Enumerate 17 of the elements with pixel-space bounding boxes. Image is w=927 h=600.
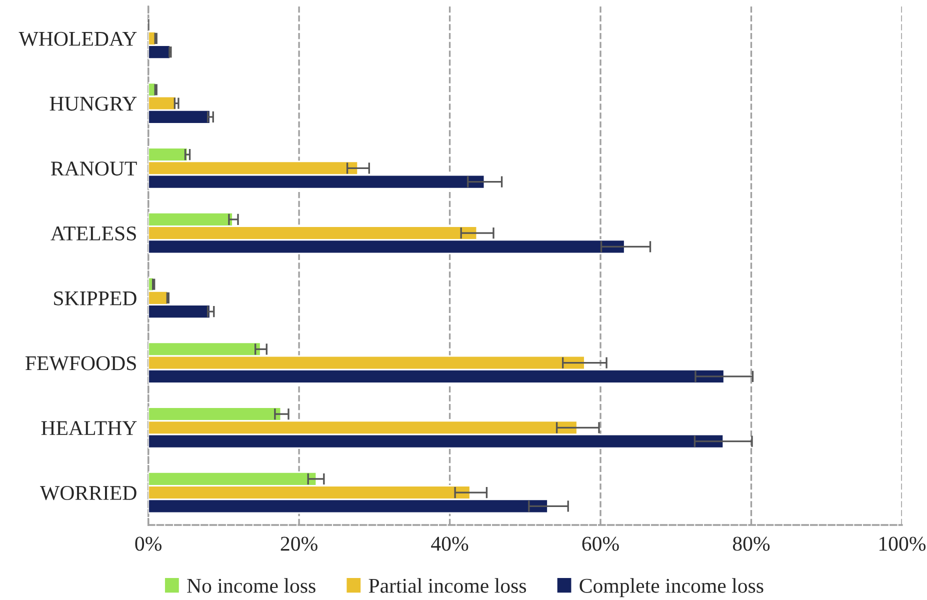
y-tick-label: RANOUT (51, 162, 137, 176)
y-tick-label: ATELESS (50, 226, 136, 240)
x-tick-label: 60% (582, 536, 619, 551)
x-tick-label: 0% (135, 536, 162, 551)
legend-label: Complete income loss (580, 578, 764, 598)
y-tick-label: FEWFOODS (26, 356, 136, 370)
y-tick-label: HUNGRY (50, 96, 137, 111)
x-tick-label: 40% (431, 536, 468, 551)
x-tick-label: 80% (732, 536, 770, 551)
x-tick-label: 100% (880, 536, 926, 551)
y-tick-label: SKIPPED (54, 291, 136, 306)
legend-label: No income loss (187, 578, 316, 593)
legend-label: Partial income loss (368, 578, 526, 593)
y-tick-label: WHOLEDAY (18, 32, 137, 46)
y-tick-label: HEALTHY (41, 421, 137, 435)
y-tick-label: WORRIED (40, 486, 136, 500)
x-tick-label: 20% (280, 536, 318, 551)
